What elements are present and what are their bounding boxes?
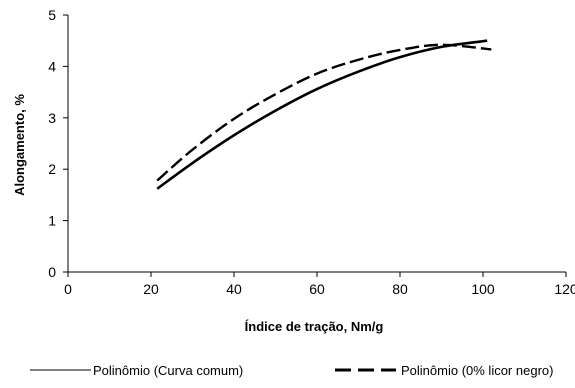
legend-label-0-licor-negro: Polinômio (0% licor negro) <box>401 363 553 378</box>
series-line-curva-comum <box>156 39 488 190</box>
axes <box>67 15 566 273</box>
x-tick-label: 40 <box>226 281 242 297</box>
y-tick-label: 0 <box>48 264 56 280</box>
x-tick-label: 20 <box>143 281 159 297</box>
x-axis-ticks: 0 20 40 60 80 100 120 <box>64 272 575 297</box>
legend: Polinômio (Curva comum) Polinômio (0% li… <box>30 363 553 378</box>
y-tick-label: 5 <box>48 7 56 23</box>
series-layer <box>156 39 492 190</box>
y-axis-label: Alongamento, % <box>12 94 27 196</box>
x-tick-label: 0 <box>64 281 72 297</box>
x-tick-label: 60 <box>309 281 325 297</box>
x-axis-label: Índice de tração, Nm/g <box>245 319 384 334</box>
y-tick-label: 1 <box>48 213 56 229</box>
series-line-0-licor-negro <box>156 43 492 182</box>
x-tick-label: 80 <box>392 281 408 297</box>
y-axis-ticks: 0 1 2 3 4 5 <box>48 7 68 280</box>
x-tick-label: 120 <box>554 281 575 297</box>
legend-label-curva-comum: Polinômio (Curva comum) <box>93 363 243 378</box>
x-tick-label: 100 <box>471 281 495 297</box>
y-tick-label: 2 <box>48 161 56 177</box>
y-tick-label: 4 <box>48 58 56 74</box>
y-tick-label: 3 <box>48 110 56 126</box>
